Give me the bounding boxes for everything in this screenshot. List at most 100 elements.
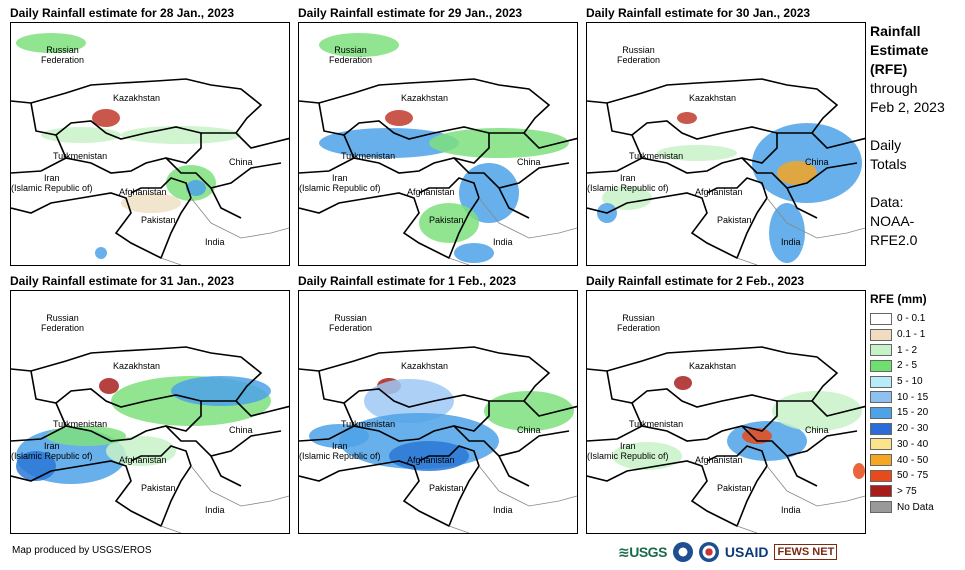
- legend-swatch: [870, 422, 892, 435]
- country-label-iran: Iran (Islamic Republic of): [11, 441, 93, 461]
- rainfall-area: [454, 243, 494, 263]
- country-label-china: China: [229, 425, 253, 435]
- rainfall-area: [364, 379, 454, 423]
- legend-item: 0 - 0.1: [870, 311, 965, 327]
- country-label-pakistan: Pakistan: [141, 215, 176, 225]
- country-label-india: India: [781, 237, 801, 247]
- country-border: [11, 346, 263, 402]
- country-label-turkmenistan: Turkmenistan: [629, 151, 684, 161]
- country-label-russia: Russian Federation: [329, 45, 373, 65]
- country-label-russia: Russian Federation: [41, 313, 85, 333]
- country-label-kazakhstan: Kazakhstan: [401, 361, 449, 371]
- rainfall-area: [171, 376, 271, 406]
- rainfall-area: [657, 145, 737, 161]
- legend-swatch: [870, 359, 892, 372]
- country-border: [299, 346, 551, 402]
- legend-label: > 75: [897, 485, 917, 497]
- country-label-pakistan: Pakistan: [429, 215, 464, 225]
- rainfall-panel: Daily Rainfall estimate for 28 Jan., 202…: [10, 6, 290, 268]
- country-border: [235, 132, 289, 149]
- country-border: [587, 346, 839, 402]
- country-border: [30, 370, 236, 408]
- rainfall-area: [106, 436, 176, 466]
- panel-title: Daily Rainfall estimate for 28 Jan., 202…: [10, 6, 235, 20]
- legend-label: 10 - 15: [897, 391, 929, 403]
- rainfall-area: [612, 442, 682, 470]
- country-label-china: China: [517, 425, 541, 435]
- legend-label: 50 - 75: [897, 470, 929, 482]
- country-label-india: India: [205, 505, 225, 515]
- noaa-logo: [672, 542, 693, 562]
- country-border: [343, 401, 490, 442]
- partner-logos: ≋USGS USAID FEWS NET: [618, 538, 863, 566]
- country-border: [11, 425, 192, 528]
- legend-item: 20 - 30: [870, 421, 965, 437]
- legend-label: 40 - 50: [897, 454, 929, 466]
- country-label-russia: Russian Federation: [41, 45, 85, 65]
- map-credit: Map produced by USGS/EROS: [12, 545, 152, 556]
- data-source: NOAA-: [870, 213, 915, 229]
- country-border: [299, 157, 480, 260]
- country-border: [523, 132, 577, 149]
- country-label-turkmenistan: Turkmenistan: [629, 419, 684, 429]
- rainfall-map: Russian Federation Kazakhstan Turkmenistan…: [586, 290, 866, 534]
- rainfall-area: [419, 203, 479, 243]
- legend-label: No Data: [897, 501, 934, 513]
- outer-border: [736, 197, 865, 265]
- rfe-legend: RFE (mm) 0 - 0.1 0.1 - 1 1 - 2 2 - 5 5 - 10 1…: [870, 292, 965, 515]
- rainfall-area: [186, 180, 206, 196]
- country-border: [741, 157, 858, 219]
- country-border: [11, 157, 192, 260]
- country-label-kazakhstan: Kazakhstan: [113, 361, 161, 371]
- country-border: [453, 157, 570, 219]
- through-label: through: [870, 80, 918, 96]
- country-label-pakistan: Pakistan: [429, 483, 464, 493]
- country-border: [235, 400, 289, 417]
- country-label-india: India: [493, 237, 513, 247]
- country-label-russia: Russian Federation: [329, 313, 373, 333]
- country-label-turkmenistan: Turkmenistan: [53, 419, 108, 429]
- rainfall-map: Russian Federation Kazakhstan Turkmenistan…: [298, 22, 578, 266]
- rainfall-area: [459, 163, 519, 223]
- legend-item: 0.1 - 1: [870, 327, 965, 343]
- legend-label: 15 - 20: [897, 407, 929, 419]
- rainfall-area: [95, 247, 107, 259]
- country-label-iran: Iran (Islamic Republic of): [299, 441, 381, 461]
- totals-label: Totals: [870, 156, 907, 172]
- country-label-kazakhstan: Kazakhstan: [689, 93, 737, 103]
- country-border: [811, 132, 865, 149]
- rainfall-area: [742, 428, 772, 444]
- map-graphic: [11, 346, 289, 533]
- legend-swatch: [870, 344, 892, 357]
- legend-item: 5 - 10: [870, 374, 965, 390]
- legend-item: 40 - 50: [870, 452, 965, 468]
- usgs-logo: ≋USGS: [618, 543, 667, 560]
- rainfall-area: [674, 376, 692, 390]
- outer-border: [160, 197, 289, 265]
- country-border: [165, 157, 282, 219]
- legend-item: 1 - 2: [870, 342, 965, 358]
- end-date: Feb 2, 2023: [870, 99, 945, 115]
- fews-net-logo: FEWS NET: [774, 544, 838, 560]
- outer-border: [448, 197, 577, 265]
- country-border: [165, 425, 282, 487]
- country-border: [631, 133, 778, 174]
- country-border: [606, 102, 812, 140]
- outer-border: [448, 465, 577, 533]
- rainfall-area: [309, 424, 369, 448]
- rainfall-area: [777, 161, 817, 185]
- data-source: RFE2.0: [870, 232, 918, 248]
- rainfall-area: [319, 33, 399, 57]
- country-label-afghanistan: Afghanistan: [695, 187, 743, 197]
- country-label-kazakhstan: Kazakhstan: [689, 361, 737, 371]
- country-border: [741, 425, 858, 487]
- rainfall-area: [16, 33, 86, 53]
- legend-swatch: [870, 375, 892, 388]
- rainfall-map: Russian Federation Kazakhstan Turkmenistan…: [586, 22, 866, 266]
- legend-label: 2 - 5: [897, 360, 918, 372]
- country-label-afghanistan: Afghanistan: [119, 455, 167, 465]
- legend-swatch: [870, 501, 892, 514]
- legend-swatch: [870, 485, 892, 498]
- country-label-afghanistan: Afghanistan: [119, 187, 167, 197]
- country-border: [631, 401, 778, 442]
